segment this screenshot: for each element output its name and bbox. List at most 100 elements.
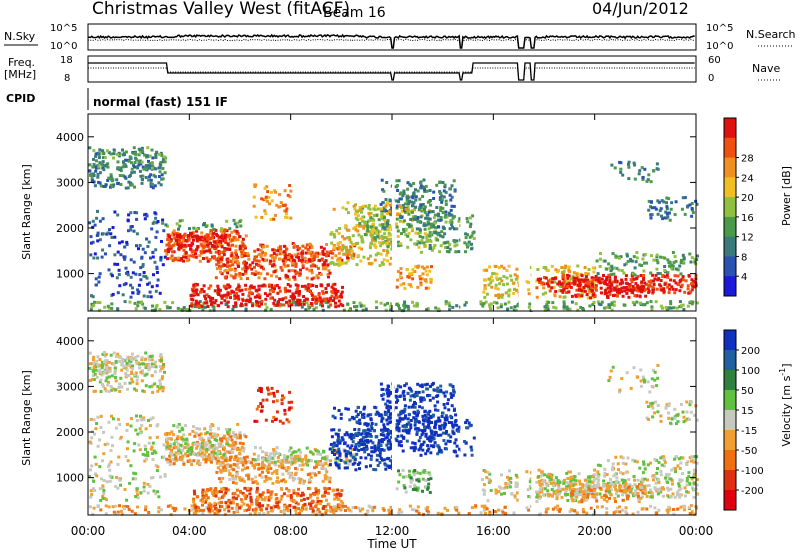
data-cell [140,424,144,428]
data-cell [570,281,574,285]
data-cell [91,374,95,378]
data-cell [254,480,258,484]
data-cell [313,254,317,258]
data-cell [485,507,489,511]
data-cell [289,446,293,450]
data-cell [105,480,109,484]
data-cell [285,469,289,473]
data-cell [551,301,555,305]
data-cell [358,224,362,228]
data-cell [650,213,654,217]
data-cell [225,219,229,223]
data-cell [93,455,97,459]
data-cell [327,491,330,495]
velocity-heatmap [88,318,699,517]
data-cell [297,454,301,458]
data-cell [171,250,174,254]
data-cell [535,286,539,290]
data-cell [200,454,204,458]
data-cell [542,276,546,279]
data-cell [226,488,230,492]
data-cell [426,512,430,516]
data-cell [499,303,503,307]
data-cell [369,254,373,258]
data-cell [229,501,233,505]
data-cell [97,164,101,168]
data-cell [337,507,341,511]
data-cell [321,304,324,308]
data-cell [359,259,363,263]
data-cell [424,506,428,510]
data-cell [666,271,670,275]
data-cell [245,455,249,459]
data-cell [349,248,353,252]
data-cell [425,239,429,243]
data-cell [230,251,234,255]
data-cell [138,448,142,452]
data-cell [550,280,554,284]
data-cell [133,161,137,164]
data-cell [317,450,321,454]
data-cell [587,268,591,271]
data-cell [324,477,328,481]
data-cell [385,249,389,253]
data-cell [379,456,383,460]
data-cell [371,231,375,235]
data-cell [610,163,614,167]
nsearch-label: N.Search [746,28,796,41]
data-cell [126,440,130,444]
data-cell [155,304,159,307]
data-cell [591,276,595,280]
data-cell [191,289,195,293]
data-cell [632,288,636,292]
data-cell [234,305,238,309]
data-cell [376,207,380,211]
data-cell [183,232,187,236]
data-cell [134,495,138,498]
data-cell [240,254,244,258]
data-cell [657,277,661,281]
data-cell [470,247,473,251]
data-cell [256,271,260,275]
data-cell [641,257,645,261]
data-cell [243,467,247,471]
data-cell [262,512,266,516]
data-cell [612,303,616,307]
data-cell [397,443,401,447]
data-cell [554,290,558,293]
data-cell [400,209,404,213]
data-cell [265,185,269,189]
data-cell [343,237,347,241]
data-cell [409,285,413,289]
data-cell [663,265,667,268]
data-cell [351,243,354,247]
data-cell [146,482,150,486]
data-cell [141,389,145,393]
data-cell [302,481,306,485]
data-cell [265,244,269,248]
data-cell [144,505,148,509]
data-cell [470,506,474,510]
data-cell [615,284,619,288]
data-cell [309,264,313,268]
data-cell [97,156,101,160]
data-cell [582,286,586,289]
data-cell [372,214,376,217]
data-cell [204,498,208,502]
data-cell [498,266,501,270]
data-cell [236,232,240,236]
data-cell [214,494,218,498]
data-cell [412,191,416,195]
data-cell [295,288,299,292]
data-cell [107,464,110,468]
data-cell [320,466,324,470]
data-cell [138,169,142,173]
data-cell [230,268,234,272]
data-cell [110,475,114,479]
data-cell [281,463,284,467]
data-cell [245,265,248,269]
data-cell [123,359,127,362]
data-cell [258,493,262,497]
data-cell [378,230,382,233]
data-cell [241,292,245,296]
